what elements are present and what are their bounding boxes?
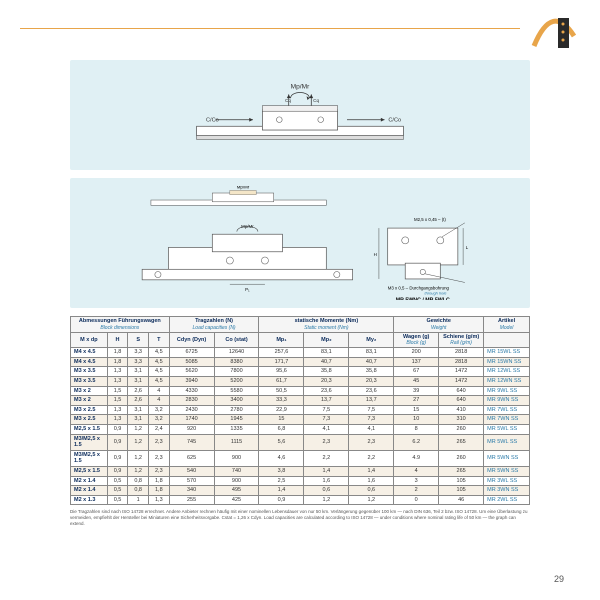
header-rule <box>20 28 520 29</box>
spec-table: Abmessungen FührungswagenBlock dimension… <box>70 316 530 527</box>
svg-text:L: L <box>466 245 469 250</box>
diagram-top-carriage: Mp/Mr Cq Cq C/Co C/Co <box>70 60 530 170</box>
table-row: M3 x 2.51,33,13,217401945157,37,310310MR… <box>71 415 530 425</box>
table-row: M2,5 x 1.50,91,22,492013356,84,14,18260M… <box>71 424 530 434</box>
svg-text:M2,5 x 0,45 – (t): M2,5 x 0,45 – (t) <box>414 217 446 222</box>
table-row: M3 x 21,52,642830340033,313,713,727640MR… <box>71 396 530 406</box>
svg-text:Cq: Cq <box>285 98 291 103</box>
svg-text:MR 5WNC / MR 5WLC: MR 5WNC / MR 5WLC <box>396 298 450 300</box>
svg-text:through hole: through hole <box>425 291 448 296</box>
table-row: M2 x 1.30,511,32554250,91,21,2046MR 2WL … <box>71 495 530 505</box>
table-row: M3 x 3.51,33,14,53940520061,720,320,3451… <box>71 376 530 386</box>
table-row: M3 x 2.51,33,13,22430278022,97,57,515410… <box>71 405 530 415</box>
page-content: Mp/Mr Cq Cq C/Co C/Co Mp/Mr <box>70 60 530 527</box>
svg-text:M3 x 0,5 – Durchgangsbohrung: M3 x 0,5 – Durchgangsbohrung <box>388 285 450 290</box>
table-row: M3/M2,5 x 1.50,91,22,374511155,62,32,36.… <box>71 434 530 450</box>
svg-text:Cq: Cq <box>313 98 319 103</box>
brand-logo <box>530 8 576 54</box>
table-row: M4 x 4.51,83,34,550858380171,740,740,713… <box>71 357 530 367</box>
table-row: M2,5 x 1.50,91,22,35407403,81,41,44265MR… <box>71 466 530 476</box>
svg-text:C/Co: C/Co <box>388 118 401 124</box>
table-row: M2 x 1.40,50,81,85709002,51,61,63105MR 3… <box>71 476 530 486</box>
footnote: Die Tragzahlen sind nach ISO 14728 errec… <box>70 509 530 527</box>
table-row: M2 x 1.40,50,81,83404951,40,60,62105MR 3… <box>71 486 530 496</box>
label-mpmr: Mp/Mr <box>291 84 310 91</box>
svg-text:P₁: P₁ <box>245 287 250 292</box>
table-row: M3 x 21,52,644330558050,523,623,639640MR… <box>71 386 530 396</box>
page-number: 29 <box>554 574 564 584</box>
svg-text:C/Co: C/Co <box>206 118 219 124</box>
diagram-side-carriage: Mp/Mr Mp/Mr P₁ M2,5 x 0,45 – (t) M3 x 0,… <box>70 178 530 308</box>
svg-text:Mp/Mr: Mp/Mr <box>237 186 250 190</box>
table-row: M3/M2,5 x 1.50,91,22,36259004,62,22,24.9… <box>71 450 530 466</box>
svg-text:H: H <box>374 252 377 257</box>
table-row: M3 x 3.51,33,14,55620780095,635,835,8671… <box>71 367 530 377</box>
table-row: M4 x 4.51,83,34,5672512640257,683,183,12… <box>71 348 530 358</box>
